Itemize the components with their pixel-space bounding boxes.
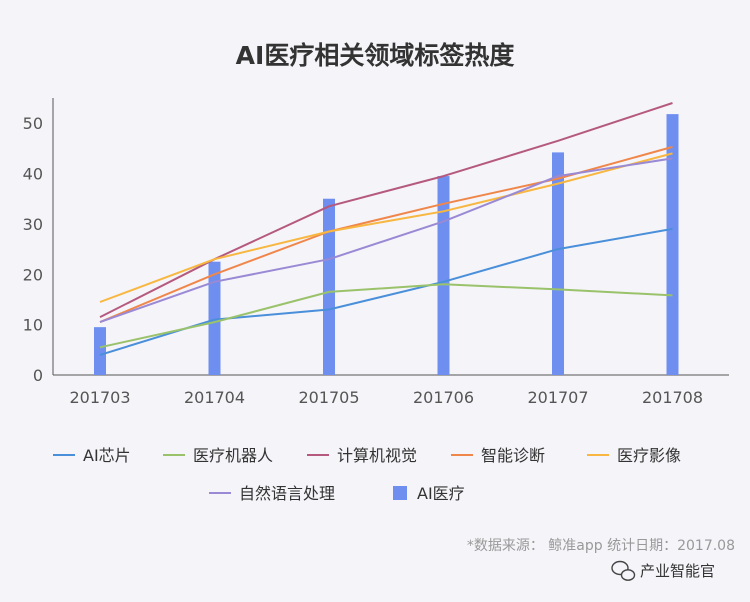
line-series xyxy=(99,102,673,356)
legend-label: 医疗机器人 xyxy=(193,446,273,465)
wechat-icon xyxy=(611,560,636,581)
bar xyxy=(666,114,679,375)
x-tick-label: 201708 xyxy=(642,388,703,407)
legend-label: AI芯片 xyxy=(83,446,131,465)
source-note: *数据来源： 鲸准app 统计日期：2017.08 xyxy=(467,538,735,554)
watermark-text: 产业智能官 xyxy=(640,562,715,580)
legend-label: 自然语言处理 xyxy=(239,484,335,503)
y-tick-label: 30 xyxy=(23,215,43,234)
y-tick-label: 20 xyxy=(23,265,43,284)
bar xyxy=(552,152,564,375)
bar xyxy=(208,261,221,375)
x-tick-label: 201707 xyxy=(527,388,588,407)
legend-label: 医疗影像 xyxy=(617,446,681,465)
legend-label: 智能诊断 xyxy=(481,446,545,465)
series-line xyxy=(99,157,673,324)
y-tick-label: 0 xyxy=(33,366,43,385)
x-tick-label: 201703 xyxy=(69,388,130,407)
x-tick-label: 201705 xyxy=(298,388,359,407)
watermark: 产业智能官 xyxy=(611,560,715,581)
bar xyxy=(323,198,335,375)
y-tick-label: 50 xyxy=(23,114,43,133)
bar-series xyxy=(94,114,679,375)
legend-label: AI医疗 xyxy=(417,484,465,503)
series-line xyxy=(99,283,673,349)
legend-label: 计算机视觉 xyxy=(337,446,417,465)
axes: 0 10 20 30 40 50 201703 201704 201705 201706 20170… xyxy=(23,98,729,407)
x-tick-label: 201704 xyxy=(184,388,245,407)
legend-swatch xyxy=(393,486,407,500)
y-tick-label: 10 xyxy=(23,316,43,335)
series-line xyxy=(99,102,673,318)
x-tick-label: 201706 xyxy=(413,388,474,407)
series-line xyxy=(99,152,673,303)
y-tick-label: 40 xyxy=(23,165,43,184)
chart-title: AI医疗相关领域标签热度 xyxy=(236,41,515,70)
bar xyxy=(94,327,106,375)
bar xyxy=(437,176,450,375)
